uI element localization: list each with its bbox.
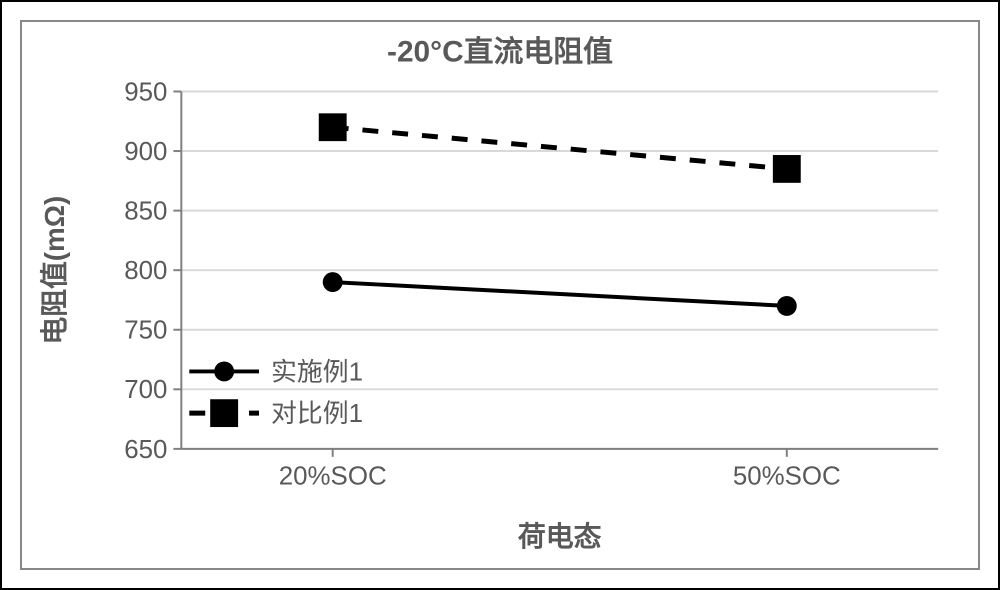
x-tick-label: 50%SOC bbox=[733, 463, 841, 491]
y-tick-label: 800 bbox=[124, 257, 167, 285]
legend-label: 实施例1 bbox=[271, 357, 363, 386]
series-marker-square bbox=[319, 113, 347, 141]
y-axis-label: 电阻值(mΩ) bbox=[39, 196, 70, 345]
legend-marker-circle bbox=[214, 362, 234, 382]
x-axis-label: 荷电态 bbox=[518, 521, 602, 552]
y-tick-label: 650 bbox=[124, 436, 167, 464]
x-tick-label: 20%SOC bbox=[279, 463, 387, 491]
series-line bbox=[333, 127, 787, 169]
chart-svg: 650 700 750 800 850 900 950 20%SOC 50%SOC -20°C直流… bbox=[22, 22, 978, 568]
y-tick-label: 950 bbox=[124, 78, 167, 106]
chart-title: -20°C直流电阻值 bbox=[387, 36, 613, 69]
outer-frame: 650 700 750 800 850 900 950 20%SOC 50%SOC -20°C直流… bbox=[0, 0, 1000, 590]
y-tick-label: 850 bbox=[124, 198, 167, 226]
legend-marker-square bbox=[210, 399, 238, 427]
y-tick-label: 900 bbox=[124, 138, 167, 166]
series-line bbox=[333, 282, 787, 306]
y-tick-label: 700 bbox=[124, 376, 167, 404]
y-tick-label: 750 bbox=[124, 317, 167, 345]
series-marker-circle bbox=[323, 272, 343, 292]
chart-panel: 650 700 750 800 850 900 950 20%SOC 50%SOC -20°C直流… bbox=[20, 20, 980, 570]
legend-label: 对比例1 bbox=[271, 399, 363, 428]
series-marker-circle bbox=[777, 296, 797, 316]
series-marker-square bbox=[773, 155, 801, 183]
